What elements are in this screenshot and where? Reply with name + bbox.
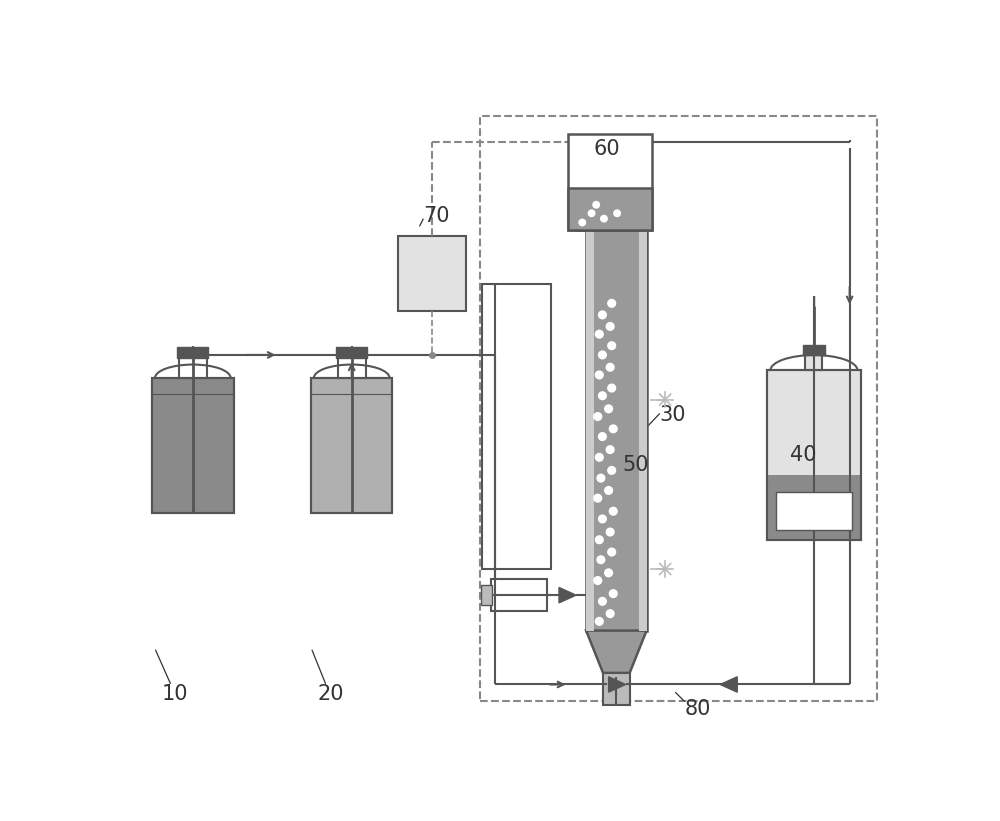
Bar [805, 353, 822, 370]
Bar [398, 236, 466, 311]
Bar [586, 218, 647, 230]
Circle shape [595, 330, 603, 338]
Bar [586, 230, 594, 631]
Circle shape [608, 548, 616, 556]
Circle shape [599, 351, 606, 359]
Bar [311, 378, 392, 513]
Bar [603, 673, 630, 705]
Circle shape [608, 466, 616, 475]
Bar [568, 188, 652, 230]
Circle shape [595, 536, 603, 544]
Text: 80: 80 [685, 699, 711, 719]
Bar [152, 378, 234, 513]
Circle shape [606, 528, 614, 536]
Bar [568, 134, 652, 230]
Circle shape [601, 215, 607, 222]
Circle shape [599, 433, 606, 440]
Circle shape [595, 617, 603, 626]
Circle shape [609, 507, 617, 515]
Circle shape [608, 300, 616, 307]
Circle shape [599, 392, 606, 400]
Circle shape [594, 494, 602, 502]
Text: 60: 60 [594, 140, 620, 159]
Circle shape [608, 384, 616, 392]
Circle shape [599, 515, 606, 523]
Bar [586, 230, 647, 631]
Bar [639, 230, 647, 631]
Bar [179, 356, 207, 378]
Circle shape [599, 311, 606, 319]
Text: 10: 10 [162, 684, 189, 704]
Bar [311, 378, 392, 513]
Text: 70: 70 [423, 206, 450, 227]
Circle shape [606, 364, 614, 371]
Bar [177, 347, 208, 358]
Bar [767, 370, 861, 539]
Bar [776, 493, 852, 530]
Circle shape [588, 210, 595, 217]
Text: 50: 50 [623, 455, 649, 475]
Bar [481, 585, 492, 605]
Circle shape [599, 598, 606, 605]
Circle shape [608, 342, 616, 350]
Bar [338, 356, 366, 378]
Circle shape [609, 589, 617, 598]
Bar [491, 579, 547, 612]
Bar [152, 378, 234, 513]
Bar [803, 345, 825, 355]
Circle shape [595, 371, 603, 378]
Circle shape [609, 425, 617, 433]
Circle shape [579, 219, 586, 226]
Polygon shape [586, 631, 647, 673]
Circle shape [594, 413, 602, 420]
Circle shape [605, 405, 612, 413]
Circle shape [605, 487, 612, 494]
Text: 20: 20 [317, 684, 344, 704]
Polygon shape [609, 677, 626, 692]
Circle shape [606, 610, 614, 617]
Circle shape [597, 475, 605, 482]
Text: 40: 40 [790, 445, 816, 465]
Circle shape [606, 323, 614, 330]
Bar [482, 284, 551, 569]
Text: 30: 30 [660, 405, 686, 425]
Circle shape [595, 453, 603, 461]
Bar [767, 475, 861, 539]
Bar [336, 347, 367, 358]
Polygon shape [559, 588, 576, 603]
Circle shape [594, 576, 602, 585]
Polygon shape [720, 677, 737, 692]
Circle shape [605, 569, 612, 576]
Bar [568, 188, 652, 230]
Circle shape [606, 446, 614, 453]
Circle shape [597, 556, 605, 563]
Circle shape [593, 201, 599, 208]
Bar [767, 370, 861, 539]
Circle shape [614, 210, 620, 217]
